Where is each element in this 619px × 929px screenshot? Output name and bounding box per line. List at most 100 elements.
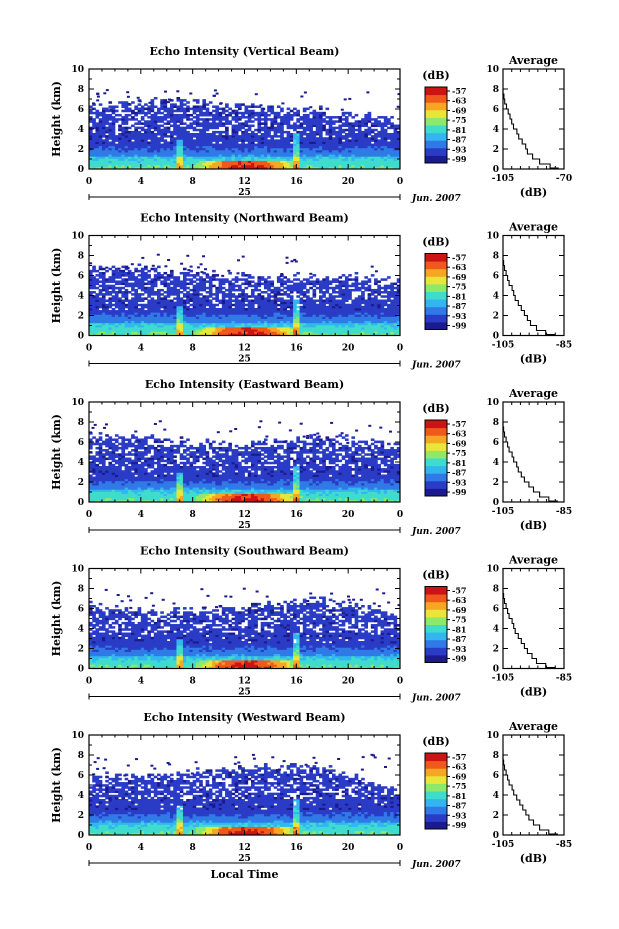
heatmap-cell <box>231 320 236 324</box>
heatmap-cell <box>241 295 245 298</box>
heatmap-cell <box>231 109 236 113</box>
heatmap-cell <box>228 305 232 309</box>
heatmap-cell <box>208 147 213 151</box>
heatmap-cell <box>234 327 239 330</box>
heatmap-cell <box>338 299 343 303</box>
heatmap-cell <box>312 158 317 161</box>
heatmap-cell <box>121 303 126 307</box>
heatmap-cell <box>390 329 394 332</box>
heatmap-cell <box>331 303 336 307</box>
heatmap-cell <box>121 271 126 275</box>
heatmap-cell <box>215 333 219 336</box>
heatmap-cell <box>153 135 158 138</box>
heatmap-cell <box>302 143 307 147</box>
heatmap-cell <box>351 166 356 170</box>
heatmap-cell <box>299 286 304 290</box>
heatmap-cell <box>218 320 223 324</box>
heatmap-cell <box>186 156 190 159</box>
heatmap-cell <box>241 322 245 326</box>
heatmap-cell <box>101 327 106 330</box>
heatmap-cell <box>189 322 194 326</box>
heatmap-cell <box>89 301 93 305</box>
profile-y-tick-label: 6 <box>493 105 499 115</box>
heatmap-cell <box>357 124 362 128</box>
heatmap-cell <box>101 139 106 142</box>
heatmap-cell <box>153 291 158 294</box>
heatmap-cell <box>231 154 236 157</box>
heatmap-cell <box>173 156 177 159</box>
heatmap-cell <box>108 310 113 313</box>
heatmap-cell <box>319 113 323 117</box>
heatmap-cell <box>101 310 106 313</box>
heatmap-cell <box>315 329 320 332</box>
heatmap-cell <box>250 166 255 170</box>
heatmap-cell <box>241 147 245 151</box>
heatmap-cell <box>270 320 275 324</box>
heatmap-cell <box>289 303 294 307</box>
heatmap-cell <box>306 314 310 317</box>
heatmap-cell <box>157 145 161 149</box>
heatmap-cell <box>383 278 388 281</box>
heatmap-cell <box>331 143 336 147</box>
heatmap-cell <box>121 149 126 153</box>
heatmap-cell <box>325 158 330 161</box>
heatmap-cell <box>105 310 109 313</box>
heatmap-cell <box>260 135 265 138</box>
heatmap-cell <box>199 107 203 111</box>
heatmap-cell <box>254 299 258 303</box>
heatmap-cell <box>348 324 352 328</box>
heatmap-cell <box>344 310 349 313</box>
heatmap-cell <box>254 310 258 313</box>
heatmap-cell <box>89 116 93 119</box>
heatmap-cell <box>322 322 326 326</box>
heatmap-cell <box>147 299 151 303</box>
heatmap-cell <box>396 152 401 155</box>
heatmap-cell <box>202 329 207 332</box>
heatmap-cell <box>383 118 388 121</box>
heatmap-cell <box>153 164 158 168</box>
heatmap-cell <box>95 301 100 305</box>
heatmap-cell <box>341 291 346 294</box>
heatmap-cell <box>179 99 184 102</box>
heatmap-cell <box>134 160 138 164</box>
heatmap-cell <box>309 139 313 142</box>
heatmap-cell <box>173 297 177 300</box>
heatmap-cell <box>348 312 352 315</box>
heatmap-cell <box>354 303 359 307</box>
heatmap-cell <box>118 139 122 142</box>
heatmap-cell <box>140 133 145 136</box>
heatmap-cell <box>296 282 300 286</box>
heatmap-cell <box>234 135 239 138</box>
heatmap-cell <box>92 329 96 332</box>
heatmap-cell <box>351 327 356 330</box>
heatmap-cell <box>238 278 242 281</box>
heatmap-cell <box>215 331 219 334</box>
heatmap-cell <box>238 149 242 153</box>
heatmap-cell <box>134 145 138 149</box>
heatmap-cell <box>225 305 229 309</box>
heatmap-cell <box>296 295 300 298</box>
heatmap-cell <box>322 139 326 142</box>
heatmap-cell <box>390 164 394 168</box>
heatmap-cell <box>374 318 378 322</box>
heatmap-cell <box>234 103 239 106</box>
heatmap-cell <box>351 141 356 144</box>
heatmap-cell <box>380 327 385 330</box>
heatmap-cell <box>319 143 323 147</box>
heatmap-cell <box>163 145 168 149</box>
heatmap-cell <box>250 291 255 294</box>
heatmap-cell <box>364 276 368 279</box>
heatmap-cell <box>338 160 343 164</box>
heatmap-cell <box>234 120 239 123</box>
heatmap-cell <box>270 291 275 294</box>
heatmap-cell <box>89 291 93 294</box>
x-tick-label: 4 <box>138 177 144 187</box>
heatmap-cell <box>315 299 320 303</box>
heatmap-cell <box>286 280 291 283</box>
heatmap-cell <box>331 312 336 315</box>
heatmap-cell <box>341 295 346 298</box>
heatmap-cell <box>160 149 164 153</box>
heatmap-cell <box>176 291 181 294</box>
heatmap-cell <box>247 124 252 128</box>
heatmap-cell <box>286 295 291 298</box>
